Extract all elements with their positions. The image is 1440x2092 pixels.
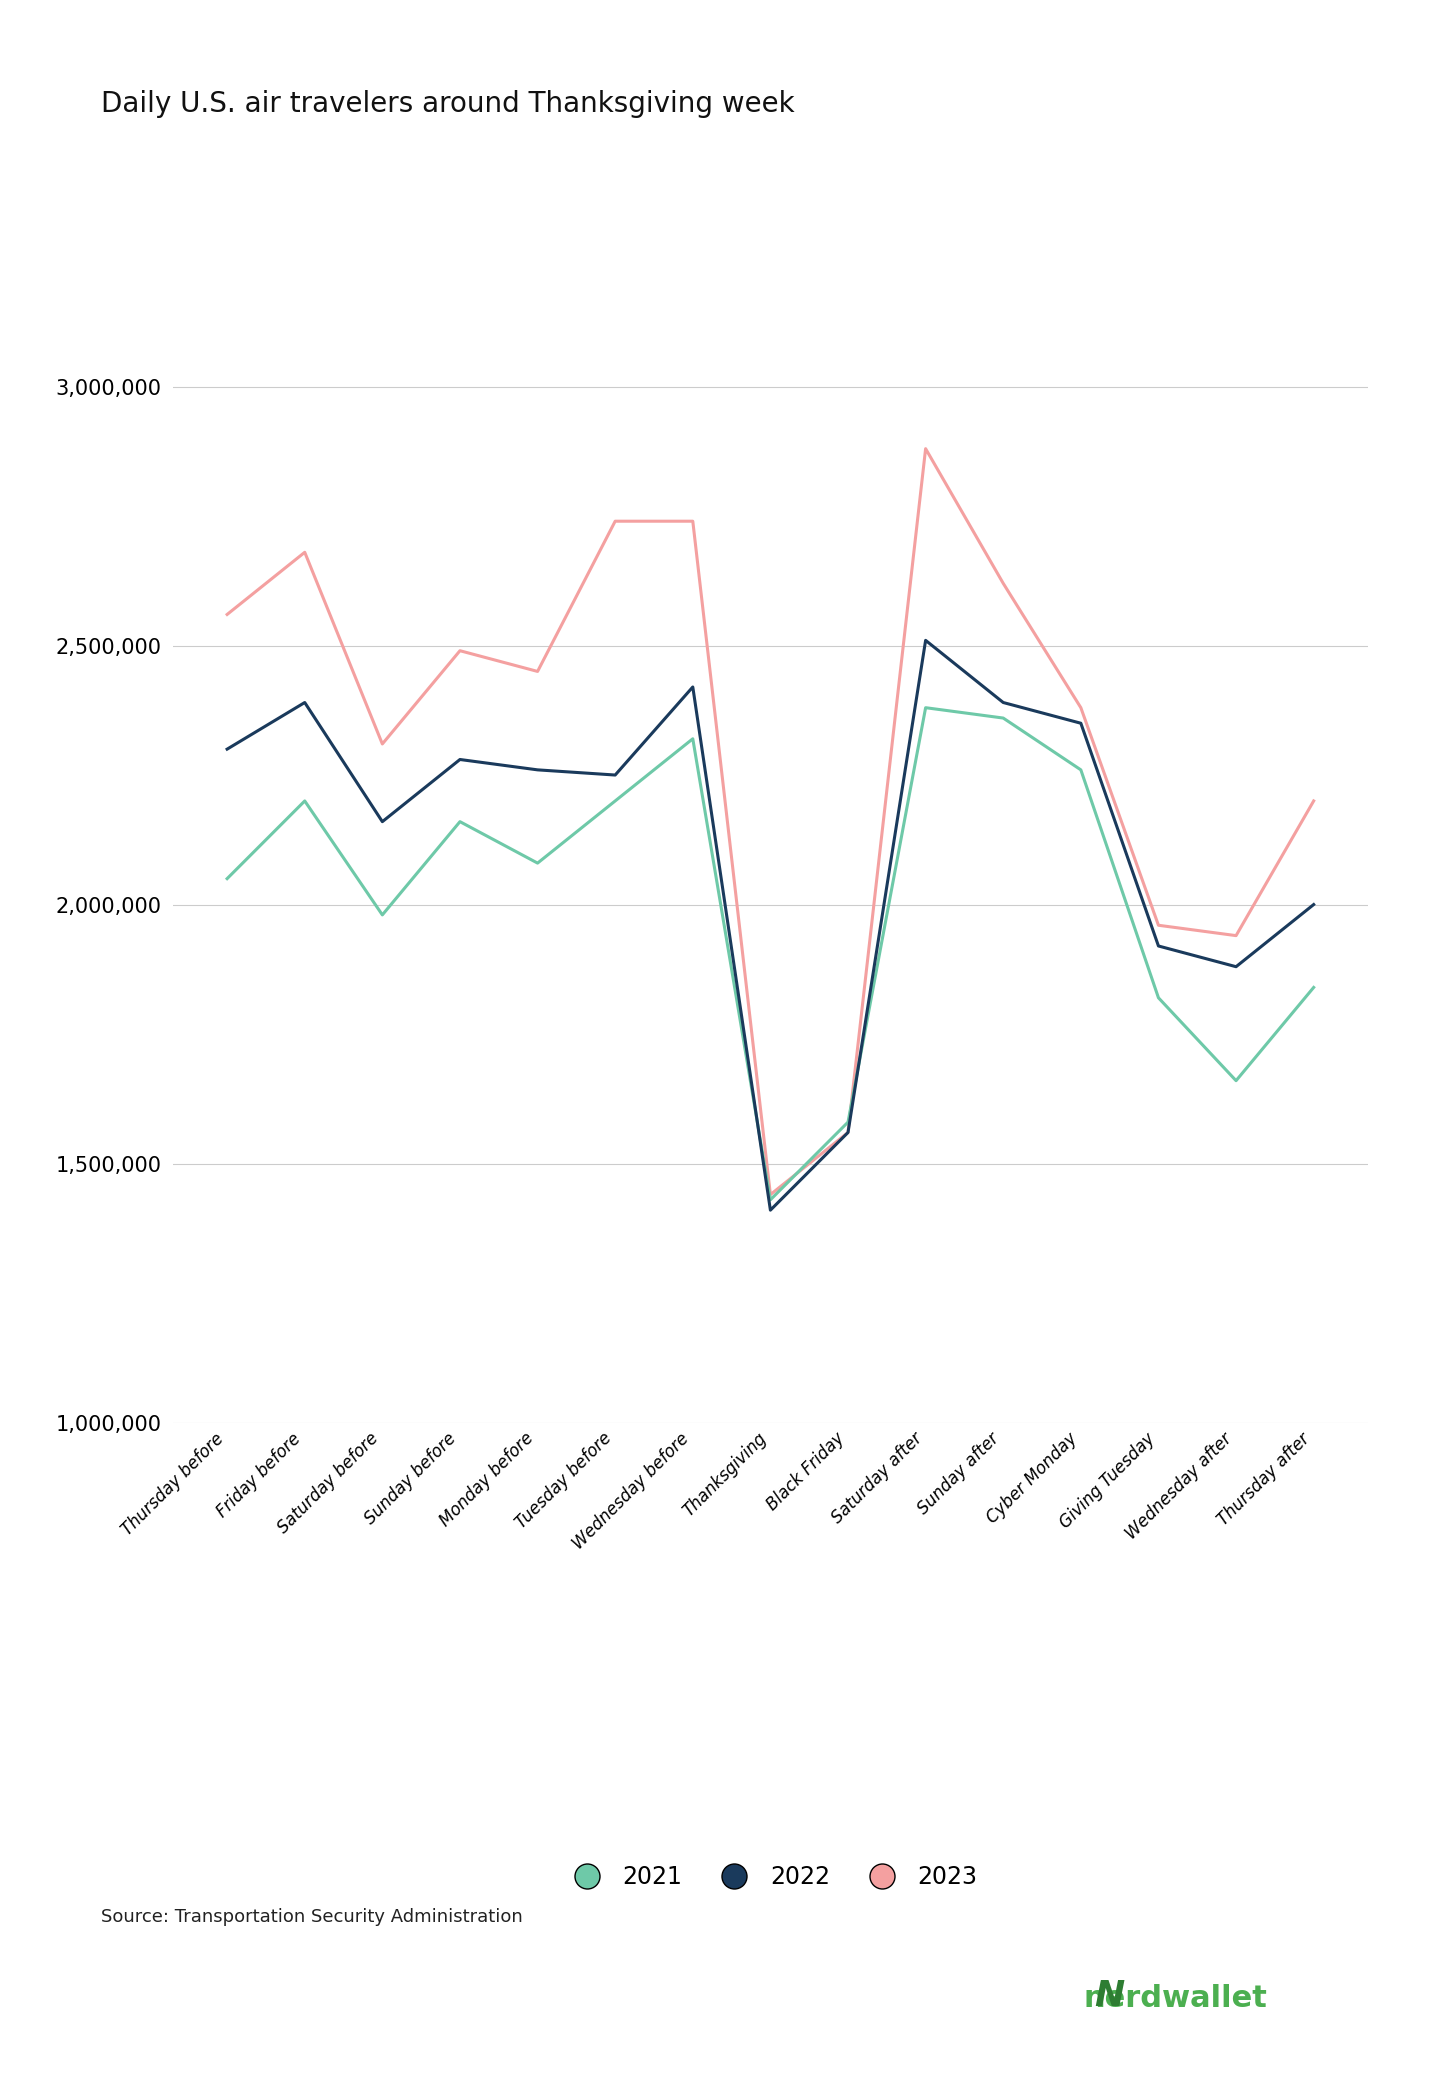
Text: Daily U.S. air travelers around Thanksgiving week: Daily U.S. air travelers around Thanksgi… xyxy=(101,90,795,117)
Text: nerdwallet: nerdwallet xyxy=(1083,1983,1267,2013)
Legend: 2021, 2022, 2023: 2021, 2022, 2023 xyxy=(563,1866,978,1889)
Text: N: N xyxy=(1094,1979,1125,2013)
Text: Source: Transportation Security Administration: Source: Transportation Security Administ… xyxy=(101,1908,523,1927)
